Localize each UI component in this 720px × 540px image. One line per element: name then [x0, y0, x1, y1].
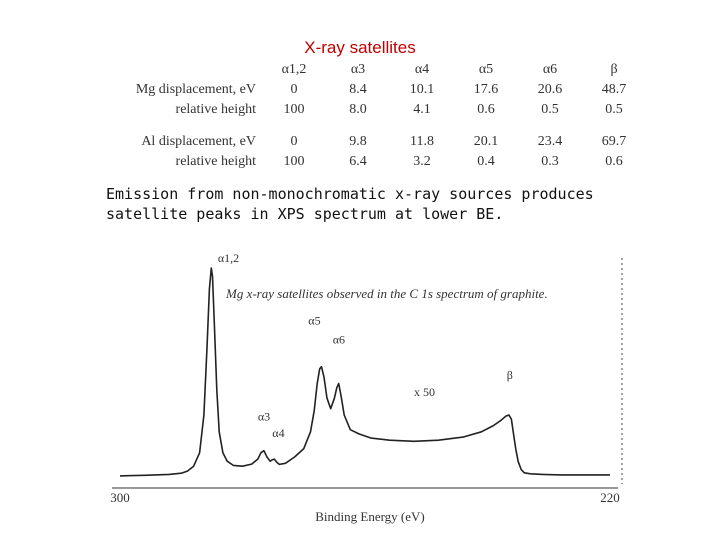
x-axis-label: Binding Energy (eV): [315, 509, 425, 524]
table-row: relative height 100 6.4 3.2 0.4 0.3 0.6: [86, 152, 646, 172]
table-cell: 10.1: [409, 82, 435, 97]
table-header-cell: α1,2: [281, 62, 307, 77]
satellite-table: α1,2 α3 α4 α5 α6 β Mg displacement, eV 0…: [86, 60, 646, 172]
table-header-cell: β: [610, 62, 618, 77]
peak-label: α5: [308, 314, 320, 328]
table-cell: Mg displacement, eV: [135, 82, 256, 97]
table-header-cell: α5: [478, 62, 494, 77]
peak-label: α4: [272, 426, 284, 440]
table-cell: 0: [290, 82, 298, 97]
table-cell: 0.6: [605, 154, 623, 169]
table-cell: 48.7: [601, 82, 627, 97]
table-header-row: α1,2 α3 α4 α5 α6 β: [86, 60, 646, 80]
x-tick-label: 300: [110, 490, 130, 505]
emission-note: Emission from non-monochromatic x-ray so…: [106, 185, 594, 223]
table-cell: 20.1: [473, 134, 499, 149]
peak-label: α1,2: [218, 251, 239, 265]
scale-note: x 50: [414, 385, 435, 399]
peak-label: α6: [333, 333, 345, 347]
table-cell: 6.4: [349, 154, 367, 169]
table-header-cell: α4: [414, 62, 430, 77]
table-cell: relative height: [175, 154, 256, 169]
table-cell: 8.4: [349, 82, 367, 97]
table-cell: 0.5: [605, 102, 623, 117]
table-header-cell: α3: [350, 62, 366, 77]
table-cell: 9.8: [349, 134, 367, 149]
table-cell: 8.0: [349, 102, 367, 117]
table-row: relative height 100 8.0 4.1 0.6 0.5 0.5: [86, 100, 646, 120]
spectrum-line: [119, 267, 610, 477]
table-cell: 4.1: [413, 102, 431, 117]
table-cell: 3.2: [413, 154, 431, 169]
peak-label: β: [507, 368, 513, 382]
table-cell: 0.5: [541, 102, 559, 117]
table-header-cell: α6: [542, 62, 558, 77]
table-cell: 11.8: [410, 134, 434, 149]
table-cell: relative height: [175, 102, 256, 117]
table-cell: 0: [290, 134, 298, 149]
peak-label: α3: [258, 410, 270, 424]
table-cell: 0.3: [541, 154, 559, 169]
table-cell: 0.4: [477, 154, 495, 169]
table-cell: 20.6: [537, 82, 563, 97]
table-row: Mg displacement, eV 0 8.4 10.1 17.6 20.6…: [86, 80, 646, 100]
table-cell: 17.6: [473, 82, 499, 97]
table-cell: 23.4: [537, 134, 563, 149]
table-cell: 100: [283, 102, 305, 117]
table-cell: 69.7: [601, 134, 627, 149]
slide-title: X-ray satellites: [304, 38, 416, 57]
table-cell: 0.6: [477, 102, 495, 117]
chart-title: Mg x-ray satellites observed in the C 1s…: [225, 286, 548, 301]
x-tick-label: 220: [600, 490, 620, 505]
table-cell: 100: [283, 154, 305, 169]
table-row: Al displacement, eV 0 9.8 11.8 20.1 23.4…: [86, 132, 646, 152]
table-cell: Al displacement, eV: [141, 134, 256, 149]
